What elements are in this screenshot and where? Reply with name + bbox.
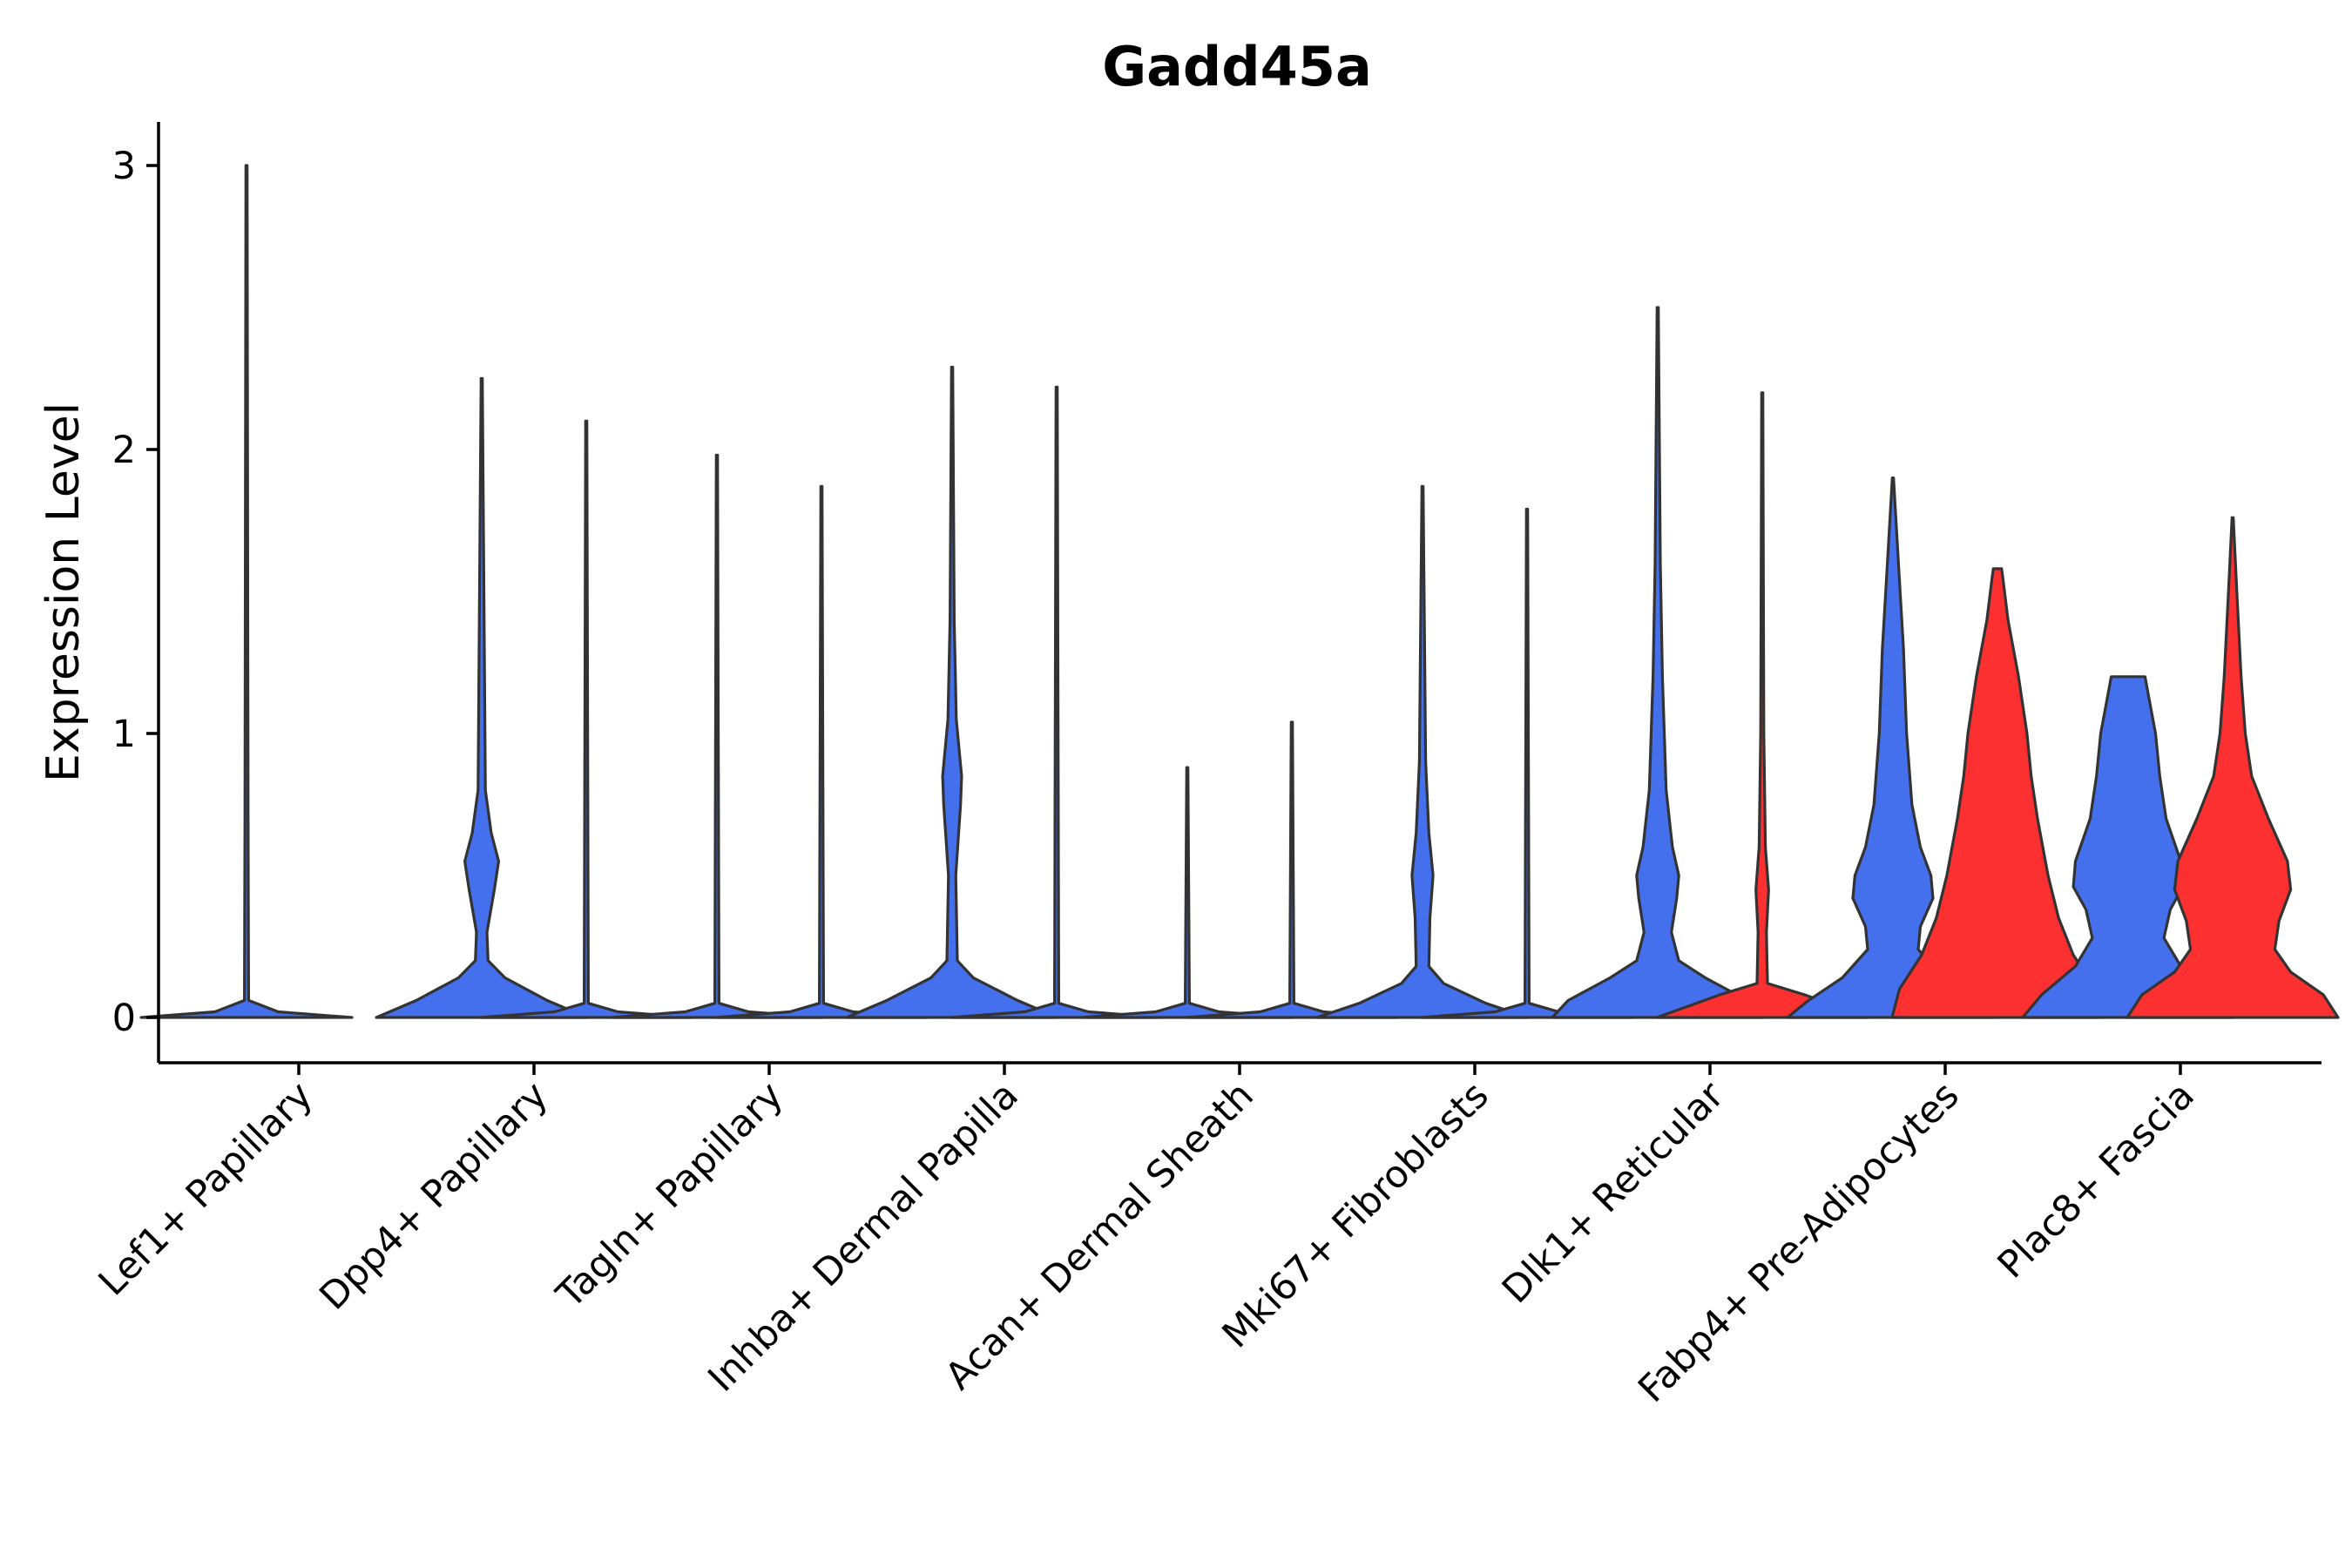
violin-dpp4-papillary-2 bbox=[479, 419, 693, 1019]
violin-acan-dermal-sheath-1 bbox=[1080, 766, 1294, 1019]
x-tick-label: Tagln+ Papillary bbox=[548, 1073, 792, 1317]
x-tick-label: Dpp4+ Papillary bbox=[312, 1073, 557, 1318]
y-axis-label: Expression Level bbox=[37, 402, 90, 782]
violin-inhba-dermal-papilla-1 bbox=[845, 365, 1059, 1019]
violin-lef1-papillary-1 bbox=[139, 164, 354, 1019]
violins-layer bbox=[139, 164, 2340, 1019]
violin-tagln-papillary-1 bbox=[610, 453, 824, 1019]
y-tick-label: 0 bbox=[112, 997, 136, 1040]
violin-fabp4-pre-adipocytes-2 bbox=[1890, 567, 2105, 1019]
violin-dlk1-reticular-2 bbox=[1655, 391, 1869, 1019]
x-tick-label: Plac8+ Fascia bbox=[1990, 1073, 2203, 1287]
x-tick-label: Lef1+ Papillary bbox=[91, 1073, 321, 1304]
violin-acan-dermal-sheath-2 bbox=[1185, 720, 1399, 1019]
violin-plac8-fascia-2 bbox=[2126, 516, 2340, 1019]
violin-mki67-fibroblasts-2 bbox=[1420, 507, 1634, 1019]
y-tick-label: 2 bbox=[112, 429, 136, 472]
violin-tagln-papillary-2 bbox=[714, 484, 929, 1019]
violin-mki67-fibroblasts-1 bbox=[1315, 484, 1530, 1019]
violin-dlk1-reticular-1 bbox=[1551, 306, 1765, 1019]
y-tick-label: 3 bbox=[112, 145, 136, 188]
x-tick-label: Mki67+ Fibroblasts bbox=[1214, 1073, 1497, 1356]
violin-fabp4-pre-adipocytes-1 bbox=[1786, 476, 2000, 1019]
violin-dpp4-papillary-1 bbox=[375, 376, 589, 1019]
violin-inhba-dermal-papilla-2 bbox=[950, 385, 1164, 1019]
x-tick-label: Dlk1+ Reticular bbox=[1494, 1073, 1733, 1312]
y-tick-label: 1 bbox=[112, 713, 136, 756]
violin-plac8-fascia-1 bbox=[2021, 675, 2235, 1019]
chart-title: Gadd45a bbox=[1102, 35, 1372, 98]
